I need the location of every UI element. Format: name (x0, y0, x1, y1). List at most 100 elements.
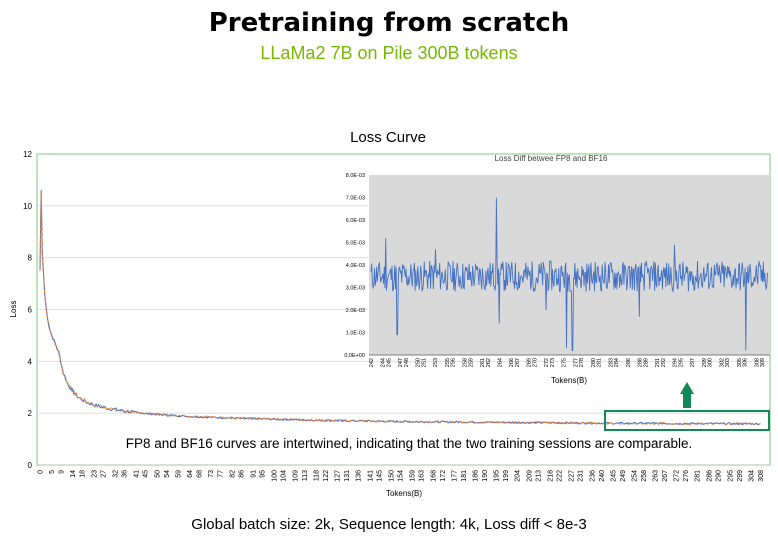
x-tick-label: 249 (620, 470, 627, 482)
annotation-backing (68, 432, 752, 454)
x-tick-label: 141 (367, 470, 374, 482)
x-tick-label: 290 (716, 470, 723, 482)
annotation-text: FP8 and BF16 curves are intertwined, ind… (126, 436, 693, 451)
inset-x-tick-label: 297 (690, 358, 696, 367)
inset-x-tick-label: 299 (702, 358, 708, 367)
loss-diff-line (370, 197, 768, 351)
x-tick-label: 267 (662, 470, 669, 482)
x-tick-label: 95 (260, 470, 267, 478)
x-tick-label: 154 (398, 470, 405, 482)
x-tick-label: 136 (356, 470, 363, 482)
inset-x-tick-label: 291 (655, 358, 661, 367)
x-tick-label: 109 (292, 470, 299, 482)
x-tick-label: 209 (526, 470, 533, 482)
inset-x-tick-label: 302 (719, 358, 725, 367)
x-tick-label: 168 (430, 470, 437, 482)
x-tick-label: 240 (599, 470, 606, 482)
inset-y-tick-label: 5.0E-03 (346, 241, 365, 247)
inset-x-tick-label: 259 (468, 358, 474, 367)
x-tick-label: 91 (250, 470, 257, 478)
inset-y-tick-label: 4.0E-03 (346, 263, 365, 269)
inset-y-tick-label: 0.0E+00 (344, 353, 365, 359)
inset-plot-area (369, 175, 770, 355)
x-tick-label: 145 (377, 470, 384, 482)
highlight-box (604, 410, 770, 431)
fp8-loss-line (39, 190, 761, 426)
inset-x-tick-label: 284 (614, 358, 620, 367)
inset-x-tick-label: 286 (626, 358, 632, 367)
inset-x-tick-label: 245 (387, 358, 393, 367)
inset-x-tick-label: 251 (422, 358, 428, 367)
x-tick-label: 231 (578, 470, 585, 482)
x-tick-label: 254 (632, 470, 639, 482)
inset-y-tick-label: 3.0E-03 (346, 286, 365, 292)
inset-x-tick-label: 273 (550, 358, 556, 367)
x-tick-label: 18 (80, 470, 87, 478)
y-tick-label: 2 (28, 409, 33, 418)
y-tick-label: 10 (23, 202, 32, 211)
x-tick-label: 104 (281, 470, 288, 482)
x-tick-label: 308 (758, 470, 765, 482)
inset-x-tick-label: 272 (544, 358, 550, 367)
inset-x-tick-label: 266 (509, 358, 515, 367)
x-tick-label: 59 (175, 470, 182, 478)
x-tick-label: 5 (49, 470, 56, 474)
x-tick-label: 281 (695, 470, 702, 482)
x-tick-label: 177 (451, 470, 458, 482)
x-tick-label: 131 (344, 470, 351, 482)
x-tick-label: 236 (589, 470, 596, 482)
y-tick-label: 4 (28, 357, 33, 366)
inset-x-tick-label: 250 (416, 358, 422, 367)
inset-x-tick-label: 275 (562, 358, 568, 367)
chart-title: Loss Curve (350, 129, 426, 146)
inset-x-tick-label: 244 (381, 358, 387, 367)
inset-x-tick-label: 300 (708, 358, 714, 367)
inset-x-tick-label: 258 (462, 358, 468, 367)
x-tick-label: 159 (409, 470, 416, 482)
inset-x-tick-label: 256 (451, 358, 457, 367)
x-tick-label: 213 (536, 470, 543, 482)
inset-x-tick-label: 295 (678, 358, 684, 367)
x-tick-label: 100 (271, 470, 278, 482)
x-tick-label: 82 (229, 470, 236, 478)
x-tick-label: 122 (323, 470, 330, 482)
inset-x-tick-label: 269 (527, 358, 533, 367)
inset-x-tick-label: 262 (486, 358, 492, 367)
inset-x-tick-label: 292 (661, 358, 667, 367)
x-tick-label: 73 (208, 470, 215, 478)
y-tick-label: 12 (23, 150, 32, 159)
inset-x-tick-label: 308 (754, 358, 760, 367)
x-tick-label: 41 (133, 470, 140, 478)
inset-x-axis-label: Tokens(B) (551, 376, 587, 385)
x-tick-label: 190 (482, 470, 489, 482)
x-tick-label: 199 (503, 470, 510, 482)
x-tick-label: 258 (641, 470, 648, 482)
x-tick-label: 263 (653, 470, 660, 482)
inset-x-tick-label: 277 (573, 358, 579, 367)
x-tick-label: 172 (440, 470, 447, 482)
x-tick-label: 163 (419, 470, 426, 482)
inset-x-tick-label: 303 (725, 358, 731, 367)
inset-x-ticks: 242 244 245 247 248 250 251 253 255 256 258 259 261 2… (369, 358, 766, 367)
inset-y-tick-label: 6.0E-03 (346, 218, 365, 224)
inset-title: Loss Diff betwee FP8 and BF16 (495, 154, 608, 163)
x-tick-label: 54 (164, 470, 171, 478)
x-axis-label: Tokens(B) (386, 489, 422, 498)
bf16-loss-line (39, 190, 761, 426)
x-tick-label: 118 (313, 470, 320, 481)
inset-x-tick-label: 305 (737, 358, 743, 367)
x-tick-label: 286 (706, 470, 713, 482)
x-tick-label: 0 (38, 470, 45, 474)
inset-y-tick-label: 2.0E-03 (346, 308, 365, 314)
inset-x-tick-label: 267 (515, 358, 521, 367)
x-tick-label: 222 (557, 470, 564, 482)
x-tick-label: 276 (683, 470, 690, 482)
x-tick-label: 227 (568, 470, 575, 482)
inset-x-tick-label: 264 (497, 358, 503, 367)
x-tick-label: 50 (154, 470, 161, 478)
x-tick-label: 150 (388, 470, 395, 482)
x-tick-label: 181 (461, 470, 468, 482)
inset-y-tick-label: 8.0E-03 (346, 173, 365, 179)
y-axis-ticks: 0 2 4 6 8 10 12 (23, 150, 32, 470)
x-tick-label: 299 (737, 470, 744, 482)
